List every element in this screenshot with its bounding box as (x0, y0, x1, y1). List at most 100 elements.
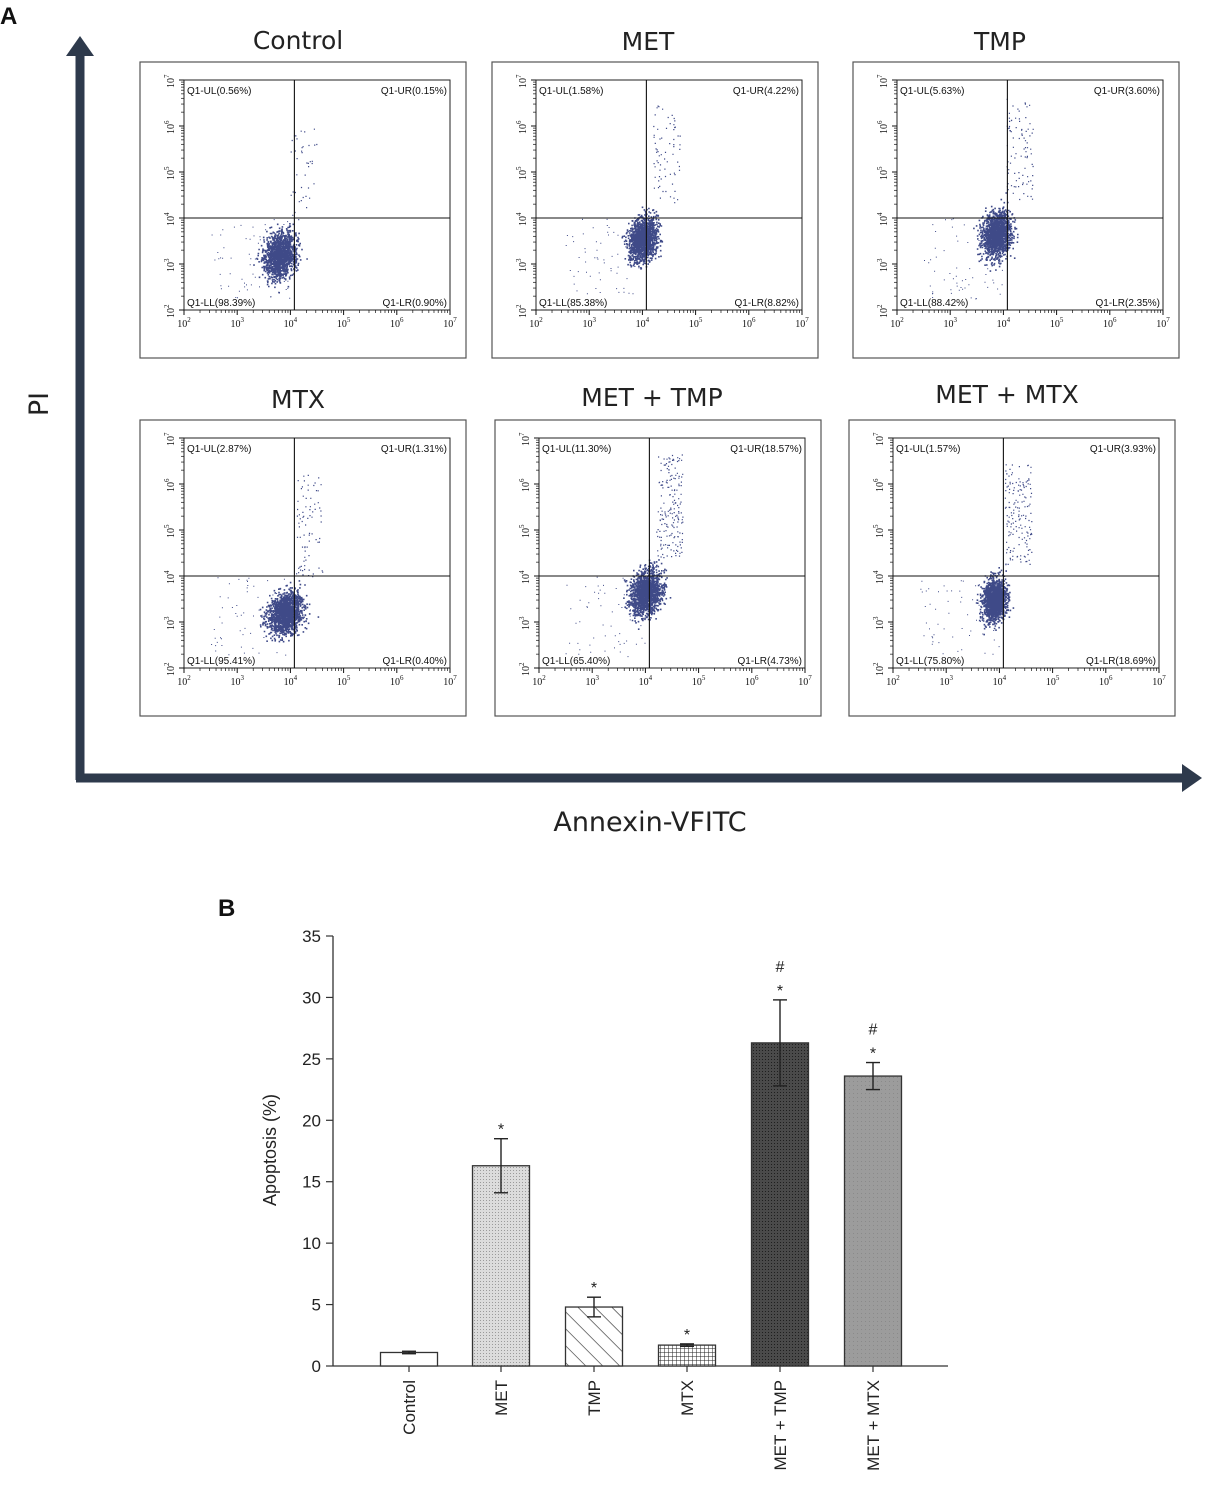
bar-y-tick-label: 5 (312, 1296, 321, 1315)
x-tick-label: 105 (692, 674, 706, 688)
bar-y-tick-label: 25 (302, 1050, 321, 1069)
x-tick-label: 107 (1152, 674, 1166, 688)
quadrant-label-ll: Q1-LL(98.39%) (187, 298, 255, 309)
x-tick-label: 107 (443, 674, 457, 688)
x-tick-label: 104 (993, 674, 1007, 688)
y-tick-label: 103 (872, 616, 886, 630)
bar-4 (750, 1042, 810, 1367)
flow-panel-2: TMP Q1-UL(5.63%) Q1-UR(3.60%) Q1-LL(88.42%)… (852, 27, 1180, 359)
flow-panel-frame (494, 419, 822, 717)
flow-panel-frame (139, 61, 467, 359)
y-tick-label: 105 (872, 524, 886, 538)
apoptosis-bar-chart: 0 5 10 15 20 25 30 35 Control MET * TMP * MTX * MET + T… (302, 927, 948, 1471)
bar-category-label: MTX (678, 1380, 697, 1416)
x-tick-label: 103 (230, 316, 244, 330)
scatter-cloud (920, 464, 1033, 655)
panel-label-b: B (218, 895, 235, 922)
x-tick-label: 107 (798, 674, 812, 688)
flow-plot-area (535, 79, 803, 311)
quadrant-label-ur: Q1-UR(18.57%) (730, 444, 802, 455)
y-tick-label: 105 (876, 166, 890, 180)
flow-plot-area (892, 437, 1160, 669)
bar-y-tick-label: 30 (302, 988, 321, 1007)
y-tick-label: 105 (163, 166, 177, 180)
x-tick-label: 105 (1050, 316, 1064, 330)
y-tick-label: 107 (872, 432, 886, 446)
y-tick-label: 107 (163, 74, 177, 88)
bar-y-tick-label: 10 (302, 1234, 321, 1253)
bar-0 (379, 1351, 439, 1367)
flow-axes (66, 36, 1202, 792)
scatter-points (924, 98, 1034, 300)
y-tick-label: 107 (163, 432, 177, 446)
x-tick-label: 106 (1099, 674, 1113, 688)
y-tick-label: 104 (518, 570, 532, 584)
flow-plot-area (538, 437, 806, 669)
flow-panel-4: MET + TMP Q1-UL(11.30%) Q1-UR(18.57%) Q1-LL… (494, 383, 822, 717)
x-tick-label: 106 (1103, 316, 1117, 330)
x-tick-label: 104 (284, 674, 298, 688)
bar-y-axis-label: Apoptosis (%) (260, 1094, 280, 1206)
scatter-cloud (211, 128, 318, 299)
flow-panel-title: MET + TMP (581, 383, 722, 412)
quadrant-label-ur: Q1-UR(3.60%) (1094, 86, 1160, 97)
y-tick-label: 104 (163, 212, 177, 226)
y-tick-label: 102 (515, 304, 529, 318)
x-tick-label: 102 (177, 316, 191, 330)
scatter-points (565, 105, 681, 295)
x-tick-label: 102 (890, 316, 904, 330)
x-tick-label: 107 (795, 316, 809, 330)
significance-marker: * (591, 1280, 597, 1297)
y-tick-label: 104 (876, 212, 890, 226)
scatter-points (211, 128, 318, 299)
flow-panel-frame (848, 419, 1176, 717)
scatter-cloud (565, 105, 681, 295)
y-tick-label: 106 (515, 120, 529, 134)
y-tick-label: 107 (518, 432, 532, 446)
x-tick-label: 106 (742, 316, 756, 330)
flow-panel-0: Control Q1-UL(0.56%) Q1-UR(0.15%) Q1-LL(98.… (139, 26, 467, 359)
y-tick-label: 103 (515, 258, 529, 272)
flow-plot-area (183, 79, 451, 311)
bar-1 (471, 1165, 531, 1367)
y-tick-label: 107 (876, 74, 890, 88)
x-tick-label: 104 (636, 316, 650, 330)
y-tick-label: 102 (876, 304, 890, 318)
scatter-cloud (924, 98, 1034, 300)
x-tick-label: 106 (390, 316, 404, 330)
quadrant-label-ul: Q1-UL(1.58%) (539, 86, 603, 97)
bar-category-label: TMP (585, 1380, 604, 1416)
panel-label-a: A (0, 3, 17, 30)
x-tick-label: 102 (886, 674, 900, 688)
quadrant-label-ll: Q1-LL(95.41%) (187, 656, 255, 667)
quadrant-label-ur: Q1-UR(1.31%) (381, 444, 447, 455)
x-tick-label: 103 (585, 674, 599, 688)
x-axis-label-annexin: Annexin-VFITC (553, 807, 746, 838)
y-tick-label: 102 (518, 662, 532, 676)
y-tick-label: 105 (163, 524, 177, 538)
quadrant-label-ur: Q1-UR(0.15%) (381, 86, 447, 97)
scatter-cloud (565, 454, 684, 658)
bar-category-label: MET + MTX (864, 1380, 883, 1471)
bar-y-tick-label: 0 (312, 1357, 321, 1376)
x-tick-label: 103 (943, 316, 957, 330)
x-tick-label: 103 (582, 316, 596, 330)
x-tick-label: 107 (1156, 316, 1170, 330)
flow-panel-title: MET (622, 27, 675, 56)
quadrant-label-lr: Q1-LR(4.73%) (738, 656, 802, 667)
significance-marker: # (776, 959, 785, 976)
y-tick-label: 106 (163, 478, 177, 492)
quadrant-label-lr: Q1-LR(0.90%) (383, 298, 447, 309)
quadrant-label-ul: Q1-UL(1.57%) (896, 444, 960, 455)
quadrant-label-ll: Q1-LL(85.38%) (539, 298, 607, 309)
bar-y-tick-label: 20 (302, 1111, 321, 1130)
flow-panel-frame (852, 61, 1180, 359)
y-tick-label: 102 (163, 662, 177, 676)
x-tick-label: 105 (337, 674, 351, 688)
y-tick-label: 106 (163, 120, 177, 134)
x-axis-arrowhead (1182, 764, 1202, 792)
flow-plot-area (183, 437, 451, 669)
x-tick-label: 104 (997, 316, 1011, 330)
x-tick-label: 104 (284, 316, 298, 330)
